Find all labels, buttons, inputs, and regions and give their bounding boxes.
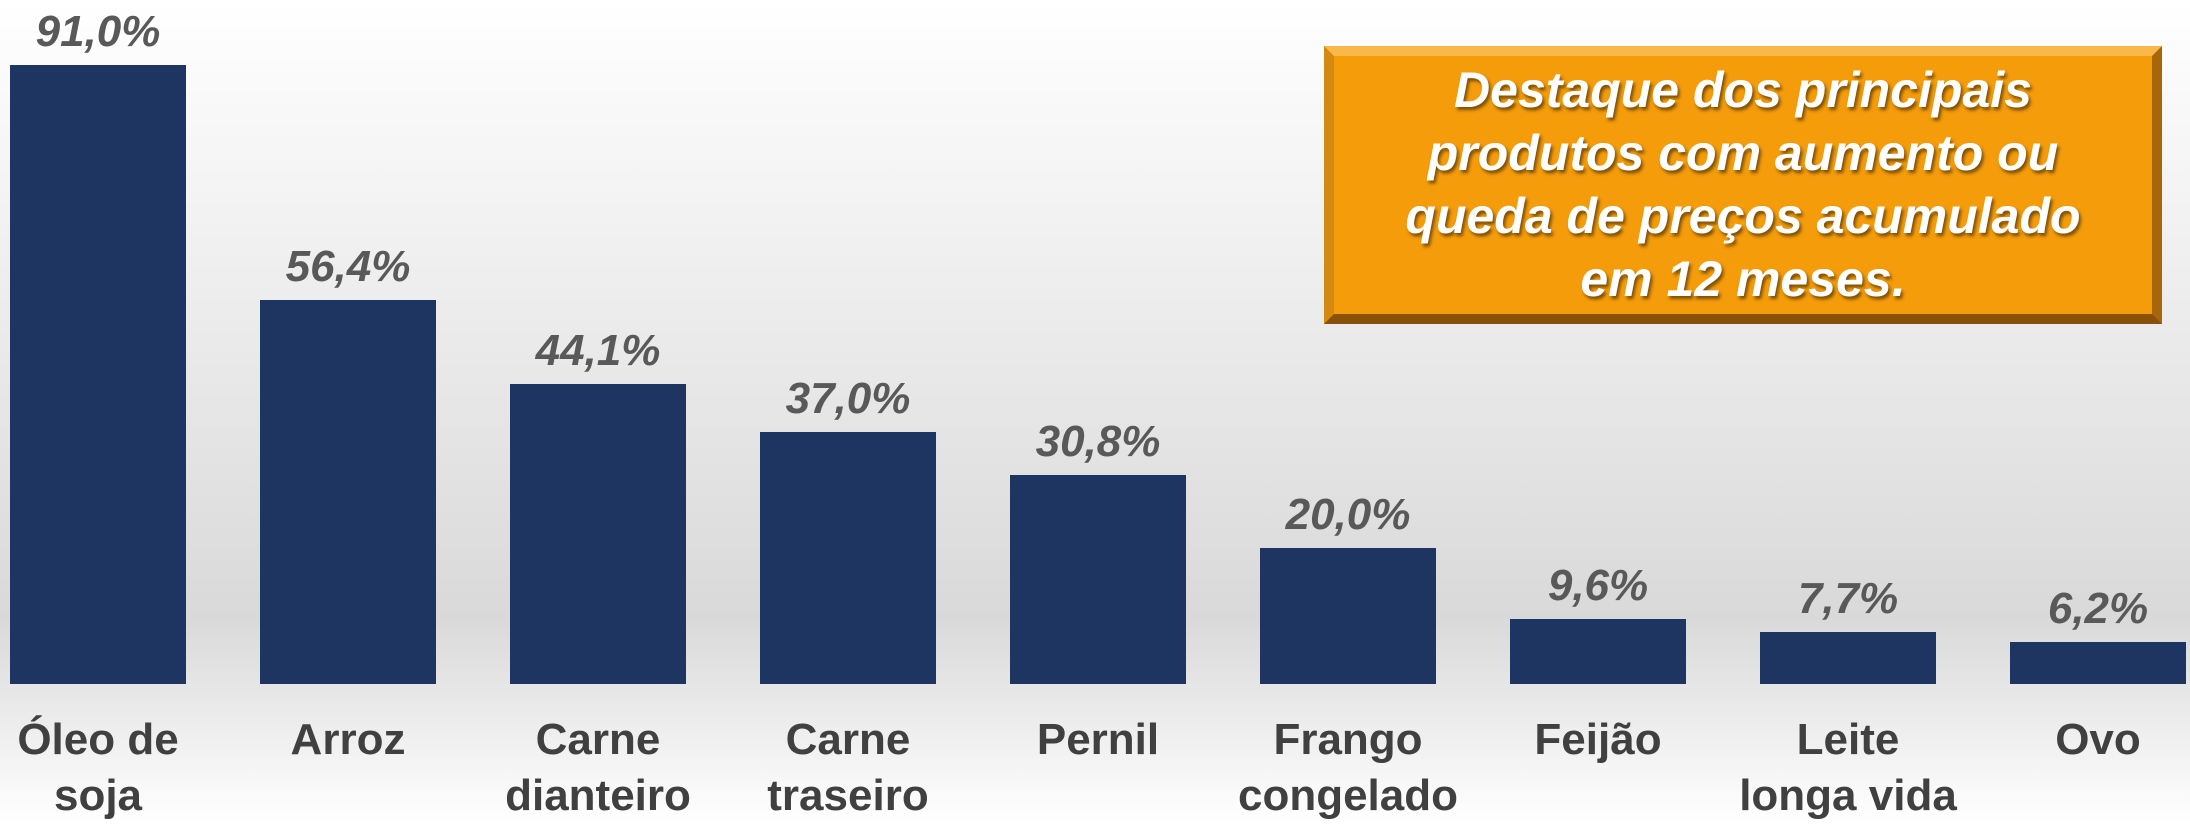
bar <box>1510 618 1686 684</box>
bar <box>260 300 436 684</box>
value-label: 6,2% <box>2047 583 2149 633</box>
value-label: 37,0% <box>785 374 911 424</box>
bar <box>1760 631 1936 684</box>
category-label: Óleo de soja <box>17 715 179 820</box>
bar <box>2010 641 2186 684</box>
value-label: 7,7% <box>1797 573 1899 623</box>
bar <box>1010 474 1186 684</box>
category-label: Ovo <box>2055 715 2141 764</box>
value-label: 56,4% <box>285 242 411 292</box>
category-label: Arroz <box>290 715 406 764</box>
category-label: Leite longa vida <box>1739 715 1957 820</box>
category-label: Frango congelado <box>1237 715 1459 820</box>
annotation: Destaque dos principais produtos com aum… <box>1324 46 2162 324</box>
bar <box>10 65 186 684</box>
value-label: 20,0% <box>1285 490 1411 539</box>
category-label: Feijão <box>1534 715 1662 764</box>
bar <box>760 432 936 684</box>
bar <box>510 384 686 684</box>
category-label: Carne traseiro <box>767 715 929 820</box>
bar <box>1260 548 1436 684</box>
value-label: 91,0% <box>35 7 161 57</box>
value-label: 44,1% <box>535 326 661 376</box>
value-label: 30,8% <box>1035 416 1161 466</box>
category-label: Pernil <box>1036 715 1160 764</box>
value-label: 9,6% <box>1547 560 1649 610</box>
category-label: Carne dianteiro <box>505 715 691 820</box>
